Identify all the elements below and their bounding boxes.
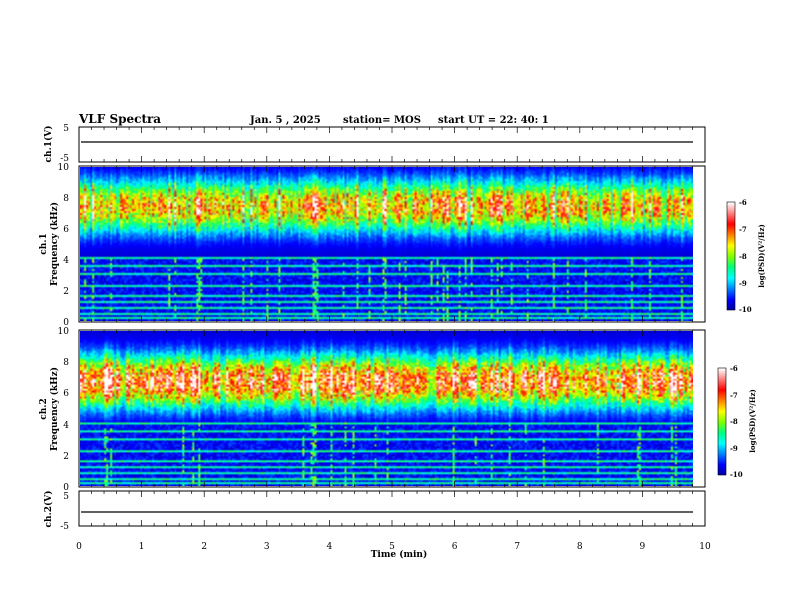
ch1-colorbar-tick-7: -7 (739, 225, 747, 234)
x-tick-label: 9 (640, 542, 646, 552)
ch2-colorbar-tick-8: -8 (730, 417, 738, 426)
ch1-colorbar-tick-6: -6 (739, 198, 747, 207)
ch2-colorbar-frame (717, 367, 727, 476)
ch2-colorbar (718, 368, 726, 475)
ch2-spectrogram-ylabel: Frequency (kHz) (49, 367, 60, 451)
x-tick-label: 4 (327, 542, 333, 552)
ch2-spectrogram-channel-label: ch.2 (39, 398, 49, 419)
ch2-voltage-ticks (78, 491, 706, 526)
ch2-colorbar-tick-10: -10 (730, 470, 743, 479)
ch2-colorbar-tick-6: -6 (730, 364, 738, 373)
x-axis-label: Time (min) (371, 549, 428, 560)
ch1-colorbar-tick-8: -8 (739, 252, 747, 261)
ch2-spectrogram-ticks (78, 330, 706, 487)
ch1-spectrogram-yticks: 0 2 4 6 8 10 (58, 163, 70, 328)
ch2-colorbar-tick-9: -9 (730, 444, 738, 453)
x-tick-label: 5 (389, 542, 395, 552)
ch2-voltage-ytick-bottom: -5 (60, 522, 69, 532)
ch1-ytick-0: 0 (63, 318, 69, 328)
ch2-ytick-2: 2 (63, 452, 69, 462)
ch2-ytick-4: 4 (63, 421, 69, 431)
start-time-label: start UT = 22: 40: 1 (438, 115, 549, 126)
figure-title: VLF Spectra (78, 112, 161, 126)
ch1-ytick-10: 10 (58, 163, 70, 173)
ch2-spectrogram-image (80, 331, 693, 486)
ch1-voltage-ticks (78, 127, 706, 162)
x-tick-label: 1 (139, 542, 145, 552)
ch1-voltage-panel: 5 -5 ch.1(V) (43, 124, 706, 164)
station-label: station= MOS (343, 115, 421, 126)
ch1-spectrogram-panel: 0 2 4 6 8 10 ch.1 Frequency (kHz) -6 -7 … (39, 163, 766, 328)
ch2-voltage-ylabel: ch.2(V) (43, 491, 54, 528)
ch2-ytick-6: 6 (63, 389, 69, 399)
ch1-colorbar-tick-9: -9 (739, 279, 747, 288)
ch2-ytick-8: 8 (63, 358, 69, 368)
ch1-spectrogram-ylabel: Frequency (kHz) (49, 202, 60, 286)
x-tick-labels: 0 1 2 3 4 5 6 7 8 9 10 (76, 542, 711, 552)
ch2-ytick-10: 10 (58, 327, 70, 337)
ch1-ytick-2: 2 (63, 287, 69, 297)
ch1-colorbar-label: log(PSD)(V²/Hz) (757, 224, 766, 288)
x-tick-label: 8 (577, 542, 583, 552)
ch2-colorbar-label: log(PSD)(V²/Hz) (748, 389, 757, 453)
x-tick-label: 7 (514, 542, 520, 552)
x-tick-label: 3 (264, 542, 270, 552)
ch1-colorbar (727, 202, 735, 310)
ch1-colorbar-tick-10: -10 (739, 305, 752, 314)
ch1-voltage-ytick-bottom: -5 (60, 154, 69, 164)
x-tick-label: 2 (201, 542, 207, 552)
ch2-spectrogram-panel: 0 2 4 6 8 10 ch.2 Frequency (kHz) -6 -7 … (39, 327, 757, 493)
ch2-ytick-0: 0 (63, 483, 69, 493)
ch1-spectrogram-channel-label: ch.1 (39, 233, 49, 254)
ch1-ytick-8: 8 (63, 194, 69, 204)
ch1-voltage-ytick-top: 5 (63, 124, 69, 134)
ch2-colorbar-tick-7: -7 (730, 391, 738, 400)
ch1-voltage-ylabel: ch.1(V) (43, 126, 54, 163)
ch1-ytick-6: 6 (63, 225, 69, 235)
ch2-spectrogram-yticks: 0 2 4 6 8 10 (58, 327, 70, 493)
x-tick-label: 10 (699, 542, 711, 552)
ch1-spectrogram-image (80, 167, 693, 321)
ch2-voltage-ytick-top: 5 (63, 492, 69, 502)
ch1-colorbar-frame (726, 201, 736, 311)
ch2-voltage-panel: 5 -5 ch.2(V) (43, 490, 706, 532)
date-label: Jan. 5 , 2025 (249, 115, 321, 126)
ch1-spectrogram-ticks (78, 166, 706, 322)
x-tick-label: 6 (452, 542, 458, 552)
x-tick-label: 0 (76, 542, 82, 552)
ch1-ytick-4: 4 (63, 256, 69, 266)
